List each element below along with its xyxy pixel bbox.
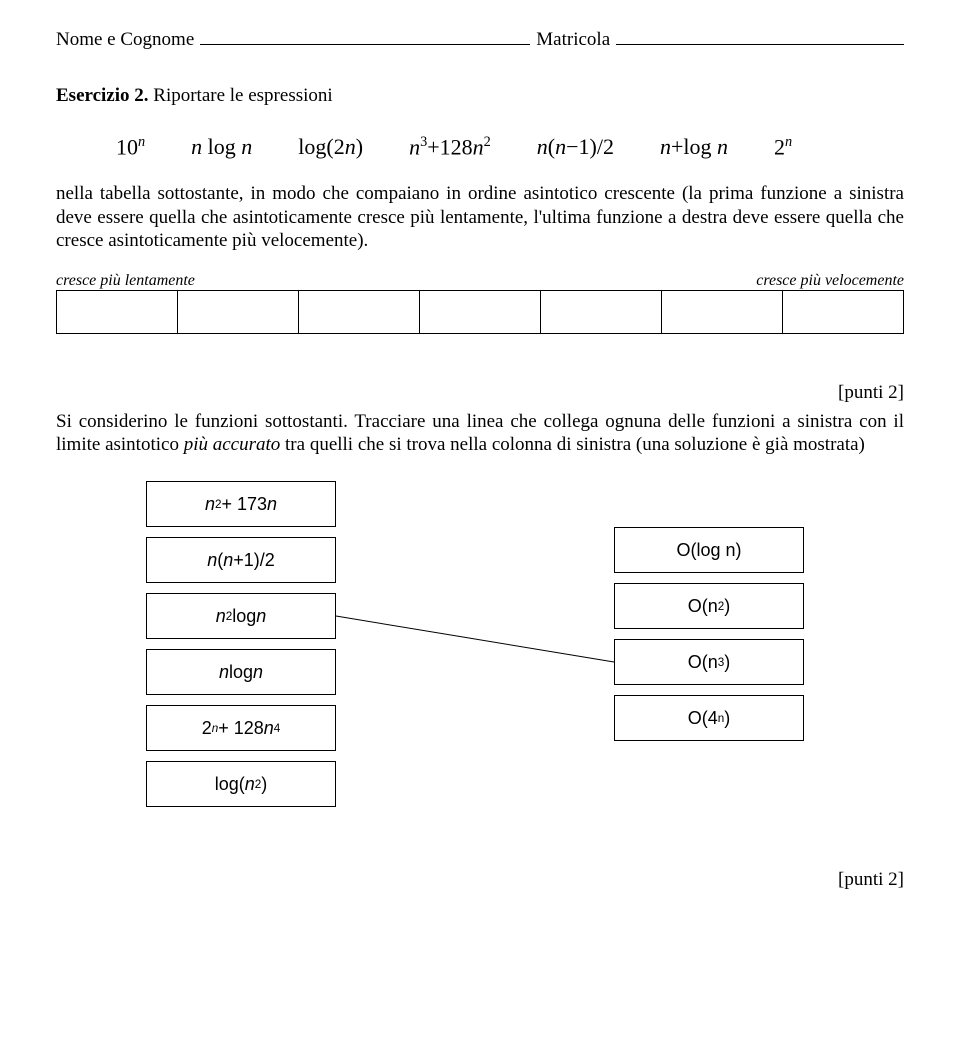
paragraph2-em: più accurato (184, 434, 281, 455)
name-blank[interactable] (200, 24, 530, 45)
expression-1: n log n (191, 134, 252, 160)
sort-table (56, 290, 904, 334)
sort-cell-5[interactable] (662, 290, 783, 333)
expression-6: 2n (774, 134, 792, 160)
matching-area: n2 + 173n n(n+1)/2 n2 log n n log n 2n + 128… (56, 481, 904, 821)
points-1: [punti 2] (56, 382, 904, 404)
sort-cell-2[interactable] (299, 290, 420, 333)
example-edge (336, 616, 614, 662)
name-label: Nome e Cognome (56, 29, 194, 51)
sort-cell-3[interactable] (420, 290, 541, 333)
exercise-intro-tail: Riportare le espressioni (149, 85, 333, 106)
sort-axis-labels: cresce più lentamente cresce più velocem… (56, 272, 904, 290)
sort-cell-6[interactable] (783, 290, 904, 333)
match-left-0[interactable]: n2 + 173n (146, 481, 336, 527)
match-right-1[interactable]: O(n2) (614, 583, 804, 629)
exercise-title: Esercizio 2. (56, 85, 149, 106)
sort-cell-0[interactable] (57, 290, 178, 333)
paragraph-ordering: nella tabella sottostante, in modo che c… (56, 182, 904, 253)
match-right-column: O(log n) O(n2) O(n3) O(4n) (614, 527, 804, 751)
paragraph-matching: Si considerino le funzioni sottostanti. … (56, 410, 904, 457)
matric-label: Matricola (536, 29, 610, 51)
match-left-5[interactable]: log( n2 ) (146, 761, 336, 807)
exercise-intro: Esercizio 2. Riportare le espressioni (56, 85, 904, 107)
match-left-column: n2 + 173n n(n+1)/2 n2 log n n log n 2n + 128… (146, 481, 336, 817)
match-left-3[interactable]: n log n (146, 649, 336, 695)
sort-cell-1[interactable] (178, 290, 299, 333)
matric-blank[interactable] (616, 24, 904, 45)
expression-4: n(n−1)/2 (537, 134, 614, 160)
points-2: [punti 2] (56, 869, 904, 891)
expression-3: n3+128n2 (409, 134, 491, 160)
expression-0: 10n (116, 134, 145, 160)
sort-label-right: cresce più velocemente (756, 272, 904, 290)
paragraph2-b: tra quelli che si trova nella colonna di… (280, 434, 865, 455)
sort-label-left: cresce più lentamente (56, 272, 195, 290)
match-right-3[interactable]: O(4n) (614, 695, 804, 741)
match-left-1[interactable]: n(n+1)/2 (146, 537, 336, 583)
match-right-2[interactable]: O(n3) (614, 639, 804, 685)
name-matric-header: Nome e Cognome Matricola (56, 24, 904, 51)
match-right-0[interactable]: O(log n) (614, 527, 804, 573)
sort-cell-4[interactable] (541, 290, 662, 333)
expression-row: 10n n log n log(2n) n3+128n2 n(n−1)/2 n+log n… (56, 126, 904, 176)
match-left-4[interactable]: 2n + 128n4 (146, 705, 336, 751)
match-left-2[interactable]: n2 log n (146, 593, 336, 639)
expression-2: log(2n) (298, 134, 363, 160)
expression-5: n+log n (660, 134, 728, 160)
